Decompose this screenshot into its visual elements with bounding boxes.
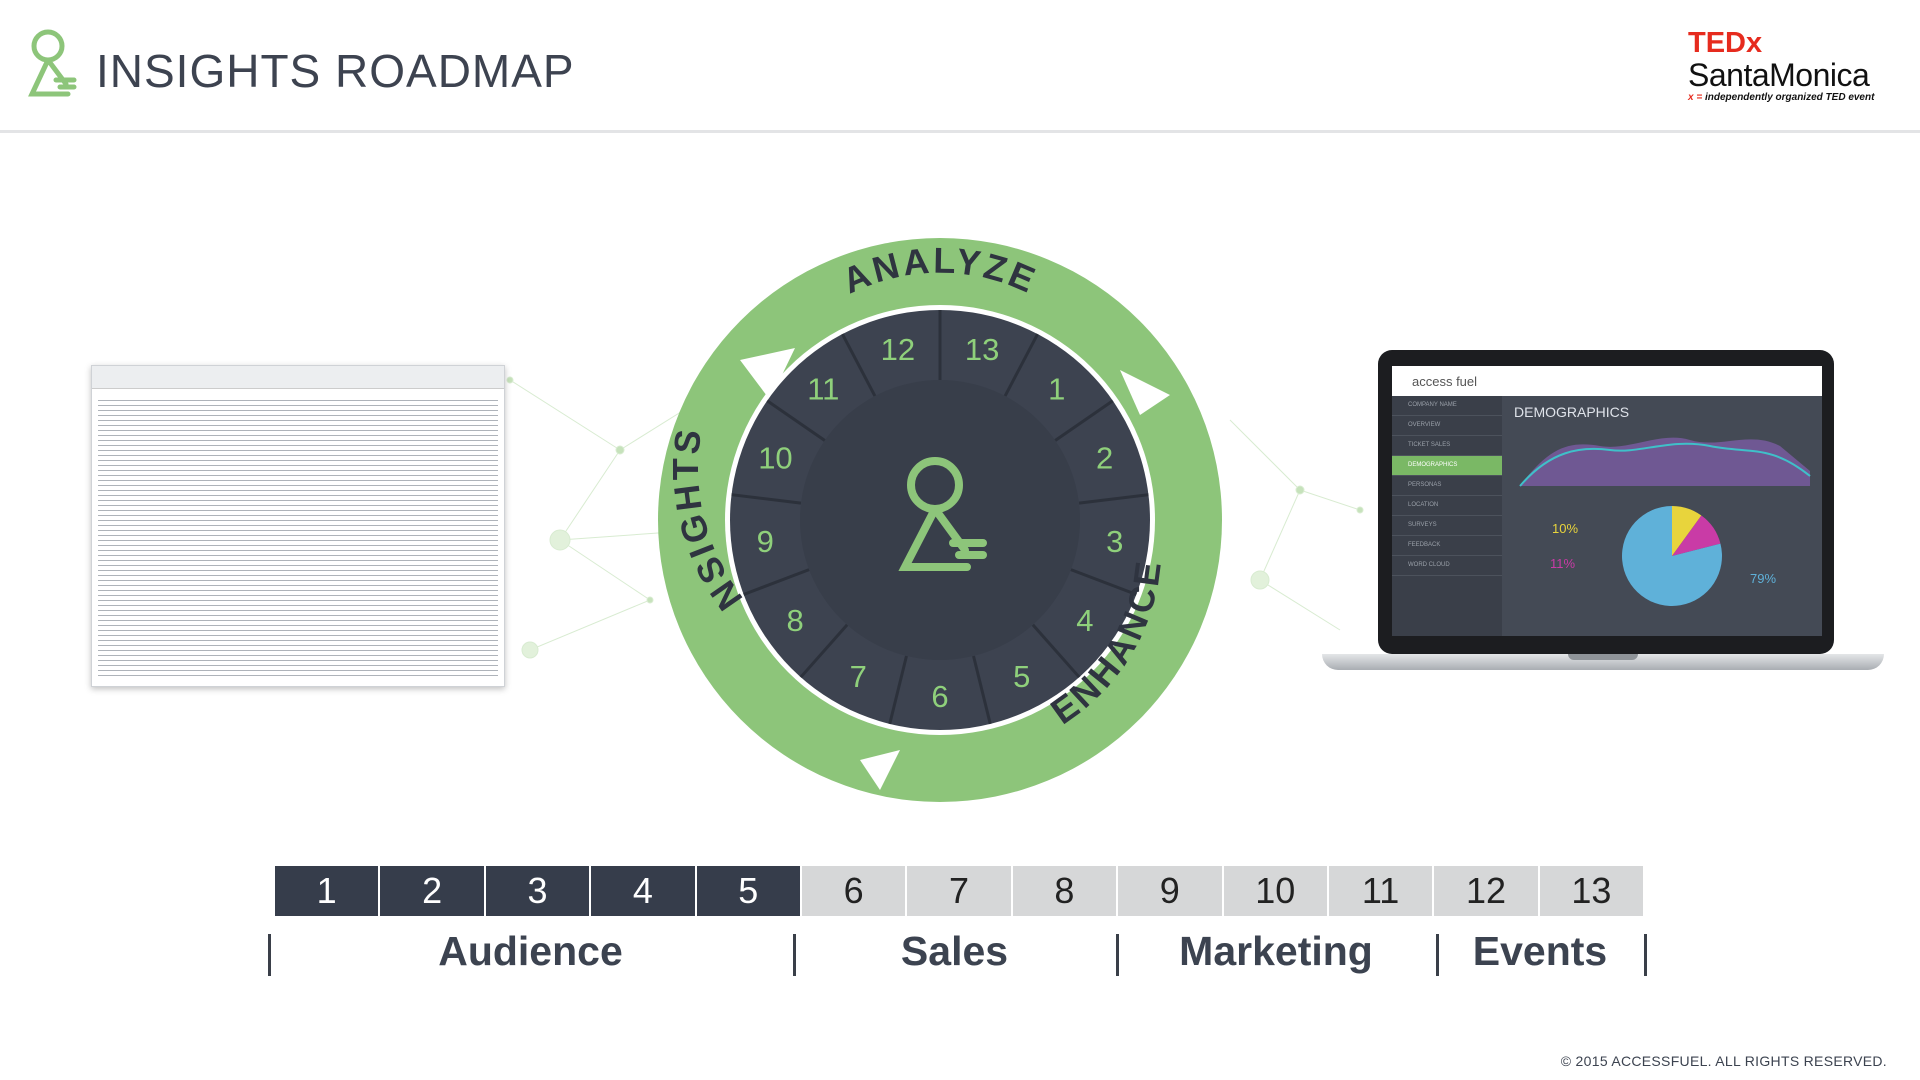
pie-slice [1622, 506, 1722, 606]
ring-arrow-notch-left [740, 348, 795, 400]
pie-label-magenta: 11% [1550, 556, 1576, 571]
dashboard-sidebar-item[interactable]: Word Cloud [1392, 556, 1502, 576]
dashboard-brand: access fuel [1412, 374, 1478, 389]
segment-number: 2 [1096, 441, 1113, 476]
group-separator [268, 934, 271, 976]
group-separator [793, 934, 796, 976]
area-chart [1519, 437, 1811, 487]
segment-number: 8 [787, 603, 804, 638]
dashboard-sidebar: Company Name Overview Ticket Sales Demograp… [1392, 396, 1502, 636]
group-audience: Audience [438, 928, 623, 974]
dashboard-sidebar-item[interactable]: Location [1392, 496, 1502, 516]
tedx-city: SantaMonica [1688, 57, 1870, 93]
group-events: Events [1472, 928, 1608, 974]
segment-dividers [731, 310, 1149, 725]
accessfuel-logo-icon [28, 29, 77, 97]
spreadsheet-screenshot [91, 365, 505, 687]
timeline-step-7: 7 [907, 866, 1013, 916]
pie-slice [1672, 515, 1721, 556]
laptop-base [1322, 654, 1884, 670]
laptop-screen: access fuel Company Name Overview Ticket S… [1392, 366, 1822, 636]
ring-arrow-notch-right [1120, 370, 1170, 415]
segment-number: 6 [931, 679, 948, 714]
laptop-dashboard-mockup: access fuel Company Name Overview Ticket S… [1322, 350, 1884, 680]
dashboard-sidebar-item[interactable]: Company Name [1392, 396, 1502, 416]
segment-number: 1 [1048, 371, 1065, 406]
segment-number: 4 [1076, 603, 1093, 638]
tedx-tagline: x = independently organized TED event [1688, 92, 1875, 103]
group-separator [1116, 934, 1119, 976]
timeline-step-4: 4 [591, 866, 697, 916]
copyright-footer: © 2015 ACCESSFUEL. ALL RIGHTS RESERVED. [1560, 1053, 1887, 1069]
dashboard-sidebar-item[interactable]: Feedback [1392, 536, 1502, 556]
dashboard-sidebar-item[interactable]: Ticket Sales [1392, 436, 1502, 456]
segment-number: 5 [1013, 659, 1030, 694]
segment-number: 11 [807, 371, 839, 406]
segment-number: 13 [965, 332, 999, 367]
spreadsheet-toolbar [92, 366, 504, 389]
tedx-santamonica-logo: TEDx SantaMonica x = independently organ… [1688, 28, 1888, 103]
group-separator [1644, 934, 1647, 976]
spreadsheet-rows [98, 396, 498, 680]
dashboard-sidebar-item[interactable]: Overview [1392, 416, 1502, 436]
group-separator [1436, 934, 1439, 976]
ring-arrow-notch-bottom [860, 750, 900, 790]
timeline-step-10: 10 [1223, 866, 1329, 916]
network-graphic-right [1229, 419, 1364, 631]
pie-slice [1672, 506, 1702, 556]
demographics-pie-chart [1622, 506, 1722, 606]
segment-number: 12 [881, 332, 915, 367]
timeline-step-12: 12 [1434, 866, 1540, 916]
timeline-step-1: 1 [275, 866, 381, 916]
roadmap-timeline: 1 2 3 4 5 6 7 8 9 10 11 12 13 [275, 866, 1646, 916]
timeline-step-13: 13 [1539, 866, 1646, 916]
dashboard-sidebar-item[interactable]: Surveys [1392, 516, 1502, 536]
laptop-notch [1568, 654, 1638, 660]
dashboard-title: DEMOGRAPHICS [1514, 404, 1630, 420]
group-sales: Sales [900, 928, 1009, 974]
dashboard-topbar: access fuel [1392, 366, 1822, 396]
timeline-step-9: 9 [1118, 866, 1224, 916]
segment-number: 3 [1106, 524, 1123, 559]
dashboard-sidebar-item[interactable]: Demographics [1392, 456, 1502, 476]
segment-number: 7 [850, 659, 867, 694]
timeline-step-5: 5 [696, 866, 802, 916]
timeline-step-8: 8 [1012, 866, 1119, 916]
timeline-step-6: 6 [801, 866, 908, 916]
timeline-step-11: 11 [1328, 866, 1435, 916]
timeline-step-2: 2 [380, 866, 486, 916]
segment-number: 9 [757, 524, 774, 559]
dashboard-sidebar-item[interactable]: Personas [1392, 476, 1502, 496]
timeline-groups: Audience Sales Marketing Events [268, 928, 1658, 984]
segment-number: 10 [758, 441, 792, 476]
tedx-wordmark: TEDx [1688, 27, 1763, 59]
header-bar: INSIGHTS ROADMAP TEDx SantaMonica x = in… [0, 0, 1920, 133]
pie-label-blue: 79% [1750, 571, 1777, 586]
pie-label-yellow: 10% [1552, 521, 1579, 536]
center-logo-icon [898, 457, 987, 571]
timeline-step-3: 3 [485, 866, 592, 916]
group-marketing: Marketing [1179, 928, 1373, 974]
page-title: INSIGHTS ROADMAP [96, 45, 575, 97]
